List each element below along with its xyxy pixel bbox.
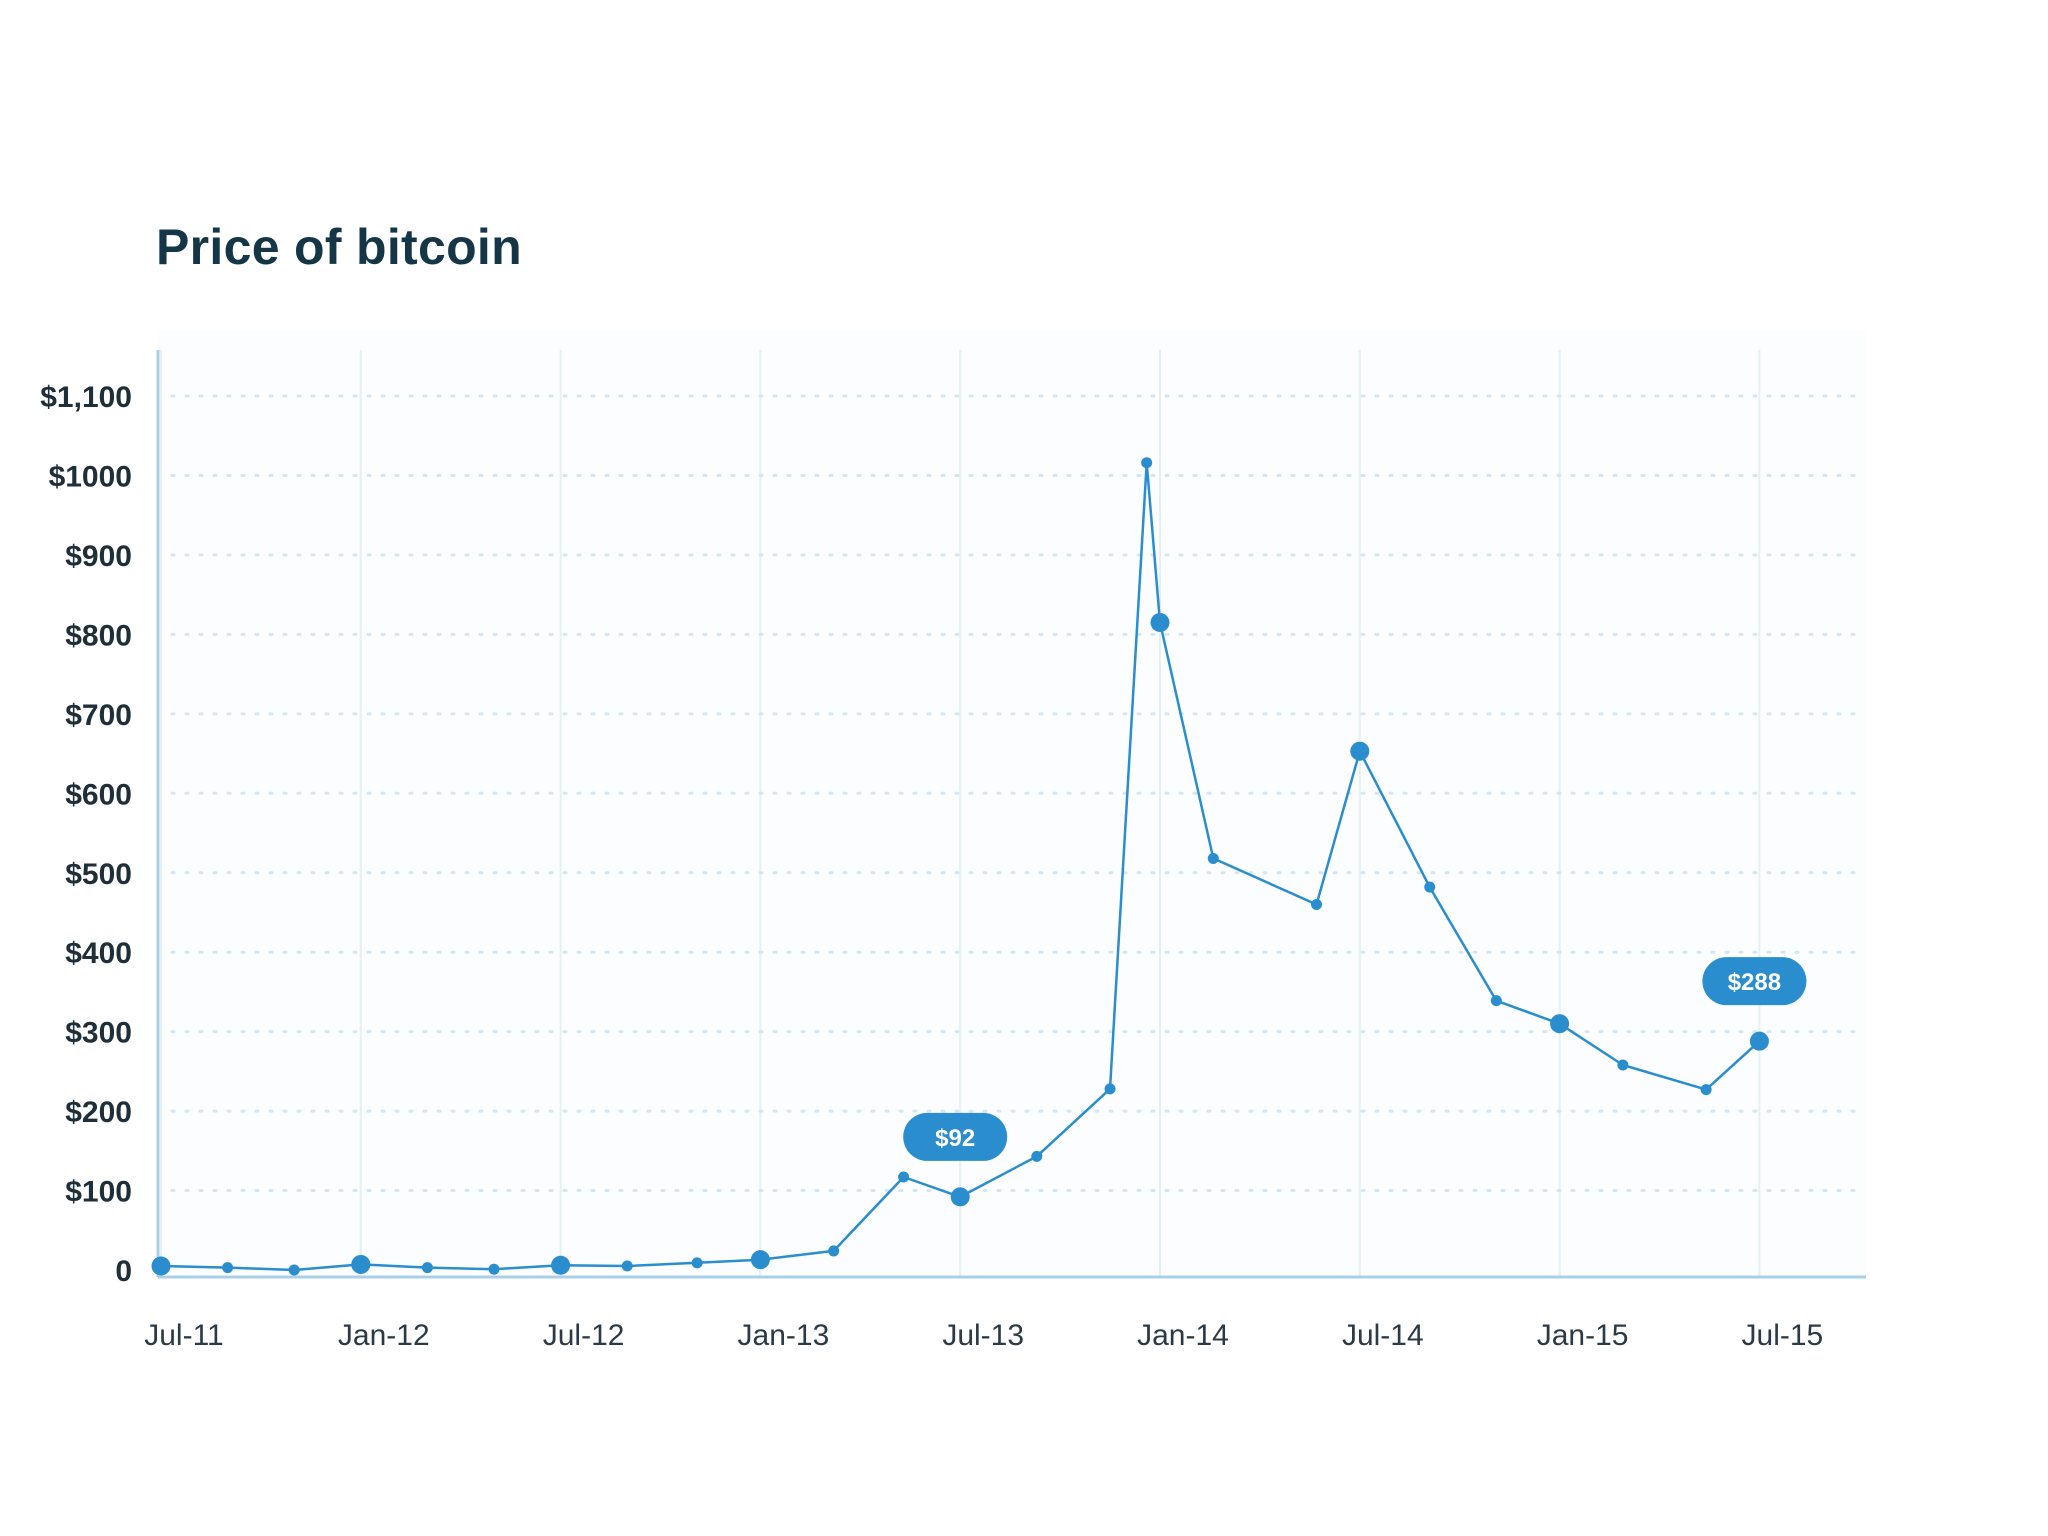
data-point <box>488 1263 500 1275</box>
data-point-major <box>1150 612 1170 632</box>
y-tick-label: $1000 <box>49 461 132 494</box>
data-point <box>1490 995 1502 1007</box>
y-tick-label: $1,100 <box>40 381 132 414</box>
data-point-major <box>351 1254 371 1274</box>
data-point <box>1104 1083 1116 1095</box>
data-point-major <box>1350 741 1370 761</box>
tick-labels: 0 $100 $200 $300 $400 $500 $600 $700 $800 $900 $10… <box>40 381 1823 1352</box>
data-point <box>288 1264 300 1276</box>
y-tick-label: $400 <box>65 937 132 970</box>
y-tick-label: $200 <box>65 1096 132 1129</box>
value-callout-label: $288 <box>1728 969 1781 996</box>
data-point <box>1424 881 1436 893</box>
data-point <box>1141 457 1153 469</box>
x-tick-label: Jan-15 <box>1537 1319 1629 1352</box>
y-tick-label: $100 <box>65 1176 132 1209</box>
x-tick-label: Jul-13 <box>942 1319 1024 1352</box>
data-point <box>222 1262 234 1274</box>
data-point-major <box>1749 1031 1769 1051</box>
data-point-major <box>551 1255 571 1275</box>
data-point <box>898 1171 910 1183</box>
data-point <box>828 1245 840 1257</box>
callout-layer: $92 $288 <box>903 957 1807 1161</box>
data-point <box>1207 852 1219 864</box>
value-callout-bubble <box>1702 957 1807 1006</box>
y-tick-label: 0 <box>115 1255 132 1288</box>
data-point <box>1031 1150 1043 1162</box>
value-callout-label: $92 <box>935 1125 975 1152</box>
plot-background <box>158 330 1866 1275</box>
data-point <box>421 1262 433 1274</box>
data-point-major <box>750 1250 770 1270</box>
data-point <box>1311 899 1323 911</box>
data-point-major <box>950 1187 970 1207</box>
data-point-major <box>1550 1014 1570 1034</box>
y-tick-label: $900 <box>65 540 132 573</box>
y-tick-label: $600 <box>65 778 132 811</box>
x-tick-label: Jul-12 <box>543 1319 625 1352</box>
x-tick-label: Jul-15 <box>1742 1319 1824 1352</box>
series-layer <box>151 457 1769 1276</box>
y-tick-label: $800 <box>65 619 132 652</box>
x-tick-label: Jan-14 <box>1137 1319 1229 1352</box>
x-tick-label: Jan-12 <box>338 1319 430 1352</box>
y-tick-label: $500 <box>65 858 132 891</box>
value-callout-bubble <box>903 1112 1008 1161</box>
grid-layer <box>158 330 1868 1277</box>
x-tick-label: Jul-14 <box>1342 1319 1424 1352</box>
data-point <box>691 1257 703 1269</box>
x-tick-label: Jul-11 <box>144 1319 223 1352</box>
series-line <box>160 461 1761 1272</box>
data-point <box>1617 1059 1629 1071</box>
chart-title: Price of bitcoin <box>156 219 522 275</box>
data-point-major <box>151 1256 171 1276</box>
y-tick-label: $300 <box>65 1017 132 1050</box>
y-tick-label: $700 <box>65 699 132 732</box>
axis-layer <box>156 350 1866 1279</box>
x-tick-label: Jan-13 <box>738 1319 830 1352</box>
data-point <box>1700 1084 1712 1096</box>
data-point <box>621 1260 633 1272</box>
